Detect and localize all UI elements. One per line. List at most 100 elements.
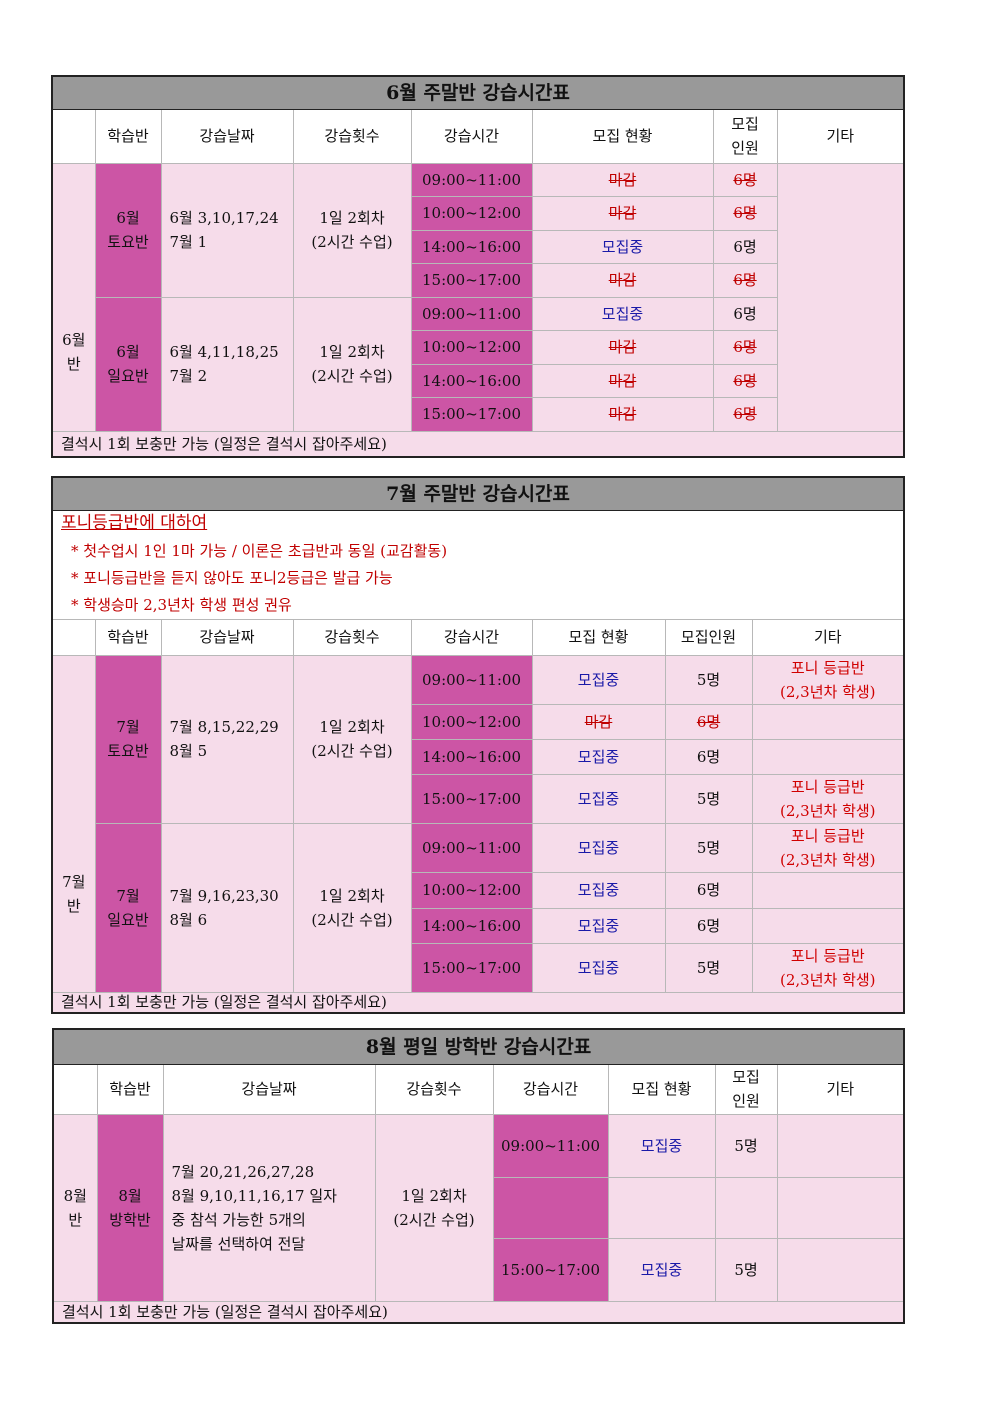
notice-line: * 첫수업시 1인 1마 가능 / 이론은 초급반과 동일 (교감활동) <box>51 537 905 565</box>
slot-people: 6명 <box>712 329 778 365</box>
class-dates: 7월 8,15,22,29 8월 5 <box>160 654 294 824</box>
class-count: 1일 2회차 (2시간 수업) <box>292 296 412 432</box>
slot-time: 15:00~17:00 <box>410 942 533 993</box>
slot-people: 5명 <box>664 822 753 873</box>
slot-people: 6명 <box>712 262 778 298</box>
slot-time: 14:00~16:00 <box>410 363 533 398</box>
slot-people: 6명 <box>664 907 753 944</box>
slot-people: 6명 <box>712 162 778 197</box>
class-dates: 7월 20,21,26,27,28 8월 9,10,11,16,17 일자 중 … <box>162 1113 376 1302</box>
header-blank <box>51 618 96 656</box>
header-class: 학습반 <box>96 1063 164 1115</box>
header-class: 학습반 <box>94 108 162 164</box>
slot-status: 마감 <box>531 195 714 231</box>
slot-status: 모집중 <box>531 942 666 993</box>
header-people: 모집 인원 <box>714 1063 778 1115</box>
header-etc: 기타 <box>751 618 905 656</box>
slot-status: 모집중 <box>531 907 666 944</box>
slot-etc: 포니 등급반 (2,3년차 학생) <box>751 773 905 824</box>
header-time: 강습시간 <box>410 108 533 164</box>
slot-status <box>607 1176 716 1239</box>
slot-people: 6명 <box>712 229 778 264</box>
slot-people: 6명 <box>712 363 778 398</box>
slot-status: 모집중 <box>531 773 666 824</box>
slot-etc: 포니 등급반 (2,3년차 학생) <box>751 942 905 993</box>
slot-status: 마감 <box>531 396 714 432</box>
header-dates: 강습날짜 <box>162 1063 376 1115</box>
slot-time: 10:00~12:00 <box>410 871 533 909</box>
slot-etc <box>751 871 905 909</box>
header-count: 강습횟수 <box>374 1063 494 1115</box>
notice-line: * 학생승마 2,3년차 학생 편성 권유 <box>51 591 905 619</box>
slot-people: 6명 <box>712 195 778 231</box>
slot-time: 14:00~16:00 <box>410 907 533 944</box>
notice-title: 포니등급반에 대하여 <box>61 513 208 534</box>
slot-status: 마감 <box>531 162 714 197</box>
class-count: 1일 2회차 (2시간 수업) <box>292 822 412 993</box>
class-dates: 6월 3,10,17,24 7월 1 <box>160 162 294 298</box>
slot-etc: 포니 등급반 (2,3년차 학생) <box>751 822 905 873</box>
slot-etc <box>751 703 905 740</box>
class-dates: 7월 9,16,23,30 8월 6 <box>160 822 294 993</box>
slot-status: 마감 <box>531 329 714 365</box>
header-dates: 강습날짜 <box>160 108 294 164</box>
class-name: 6월 일요반 <box>94 296 162 432</box>
header-count: 강습횟수 <box>292 618 412 656</box>
header-count: 강습횟수 <box>292 108 412 164</box>
slot-etc <box>751 738 905 775</box>
group-label: 7월 반 <box>51 654 96 993</box>
slot-time: 15:00~17:00 <box>410 262 533 298</box>
header-blank <box>52 1063 98 1115</box>
slot-time: 10:00~12:00 <box>410 195 533 231</box>
etc-cell <box>776 162 905 432</box>
slot-people: 5명 <box>714 1237 778 1302</box>
august-title: 8월 평일 방학반 강습시간표 <box>52 1028 905 1065</box>
slot-status: 모집중 <box>531 229 714 264</box>
header-blank <box>51 108 96 164</box>
slot-time: 09:00~11:00 <box>410 296 533 331</box>
class-name: 7월 토요반 <box>94 654 162 824</box>
slot-etc <box>751 907 905 944</box>
header-dates: 강습날짜 <box>160 618 294 656</box>
slot-people: 5명 <box>664 942 753 993</box>
slot-status: 모집중 <box>531 296 714 331</box>
slot-time <box>492 1176 609 1239</box>
class-name: 7월 일요반 <box>94 822 162 993</box>
slot-people: 6명 <box>664 703 753 740</box>
class-name: 6월 토요반 <box>94 162 162 298</box>
slot-people <box>714 1176 778 1239</box>
slot-etc <box>776 1237 905 1302</box>
slot-status: 마감 <box>531 703 666 740</box>
header-status: 모집 현황 <box>531 108 714 164</box>
slot-time: 15:00~17:00 <box>410 396 533 432</box>
class-count: 1일 2회차 (2시간 수업) <box>374 1113 494 1302</box>
header-people: 모집 인원 <box>712 108 778 164</box>
slot-people: 6명 <box>664 871 753 909</box>
slot-etc <box>776 1176 905 1239</box>
slot-people: 6명 <box>664 738 753 775</box>
absence-note: 결석시 1회 보충만 가능 (일정은 결석시 잡아주세요) <box>52 1300 905 1324</box>
header-status: 모집 현황 <box>531 618 666 656</box>
slot-time: 15:00~17:00 <box>410 773 533 824</box>
slot-time: 09:00~11:00 <box>410 654 533 705</box>
july-schedule-table: 7월 주말반 강습시간표 포니등급반에 대하여 * 첫수업시 1인 1마 가능 … <box>51 476 906 1014</box>
slot-time: 09:00~11:00 <box>492 1113 609 1178</box>
slot-people: 5명 <box>664 773 753 824</box>
notice-line: * 포니등급반을 듣지 않아도 포니2등급은 발급 가능 <box>51 564 905 592</box>
slot-etc: 포니 등급반 (2,3년차 학생) <box>751 654 905 705</box>
absence-note: 결석시 1회 보충만 가능 (일정은 결석시 잡아주세요) <box>51 430 905 458</box>
june-schedule-table: 6월 주말반 강습시간표 학습반 강습날짜 강습횟수 강습시간 모집 현황 모집… <box>51 75 906 458</box>
class-count: 1일 2회차 (2시간 수업) <box>292 162 412 298</box>
class-name: 8월 방학반 <box>96 1113 164 1302</box>
slot-status: 모집중 <box>607 1237 716 1302</box>
header-people: 모집인원 <box>664 618 753 656</box>
class-count: 1일 2회차 (2시간 수업) <box>292 654 412 824</box>
group-label: 6월 반 <box>51 162 96 432</box>
june-title: 6월 주말반 강습시간표 <box>51 75 905 110</box>
header-etc: 기타 <box>776 1063 905 1115</box>
slot-time: 09:00~11:00 <box>410 162 533 197</box>
slot-status: 모집중 <box>531 822 666 873</box>
slot-status: 모집중 <box>531 738 666 775</box>
slot-etc <box>776 1113 905 1178</box>
slot-time: 10:00~12:00 <box>410 329 533 365</box>
